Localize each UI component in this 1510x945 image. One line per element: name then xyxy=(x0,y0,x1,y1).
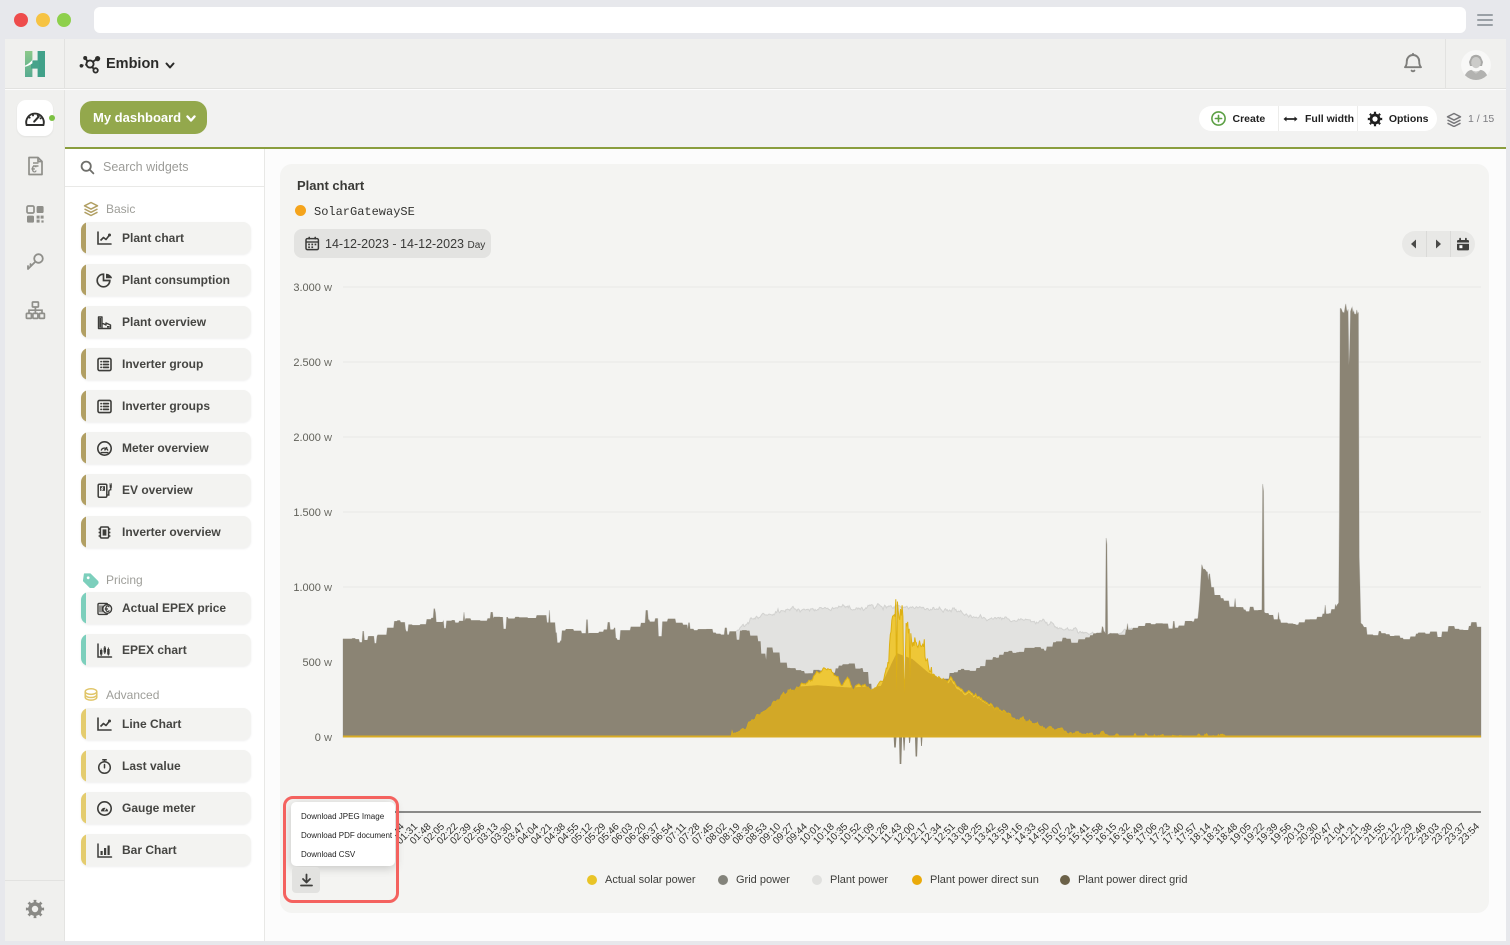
svg-text:1.500 W: 1.500 W xyxy=(293,507,332,519)
svg-text:2.500 W: 2.500 W xyxy=(293,357,332,369)
svg-text:2.000 W: 2.000 W xyxy=(293,432,332,444)
svg-text:0 W: 0 W xyxy=(315,732,332,744)
svg-text:€: € xyxy=(31,165,37,176)
svg-text:1.000 W: 1.000 W xyxy=(293,582,332,594)
svg-text:500 W: 500 W xyxy=(303,657,332,669)
svg-text:3.000 W: 3.000 W xyxy=(293,282,332,294)
svg-text:€: € xyxy=(105,604,111,615)
